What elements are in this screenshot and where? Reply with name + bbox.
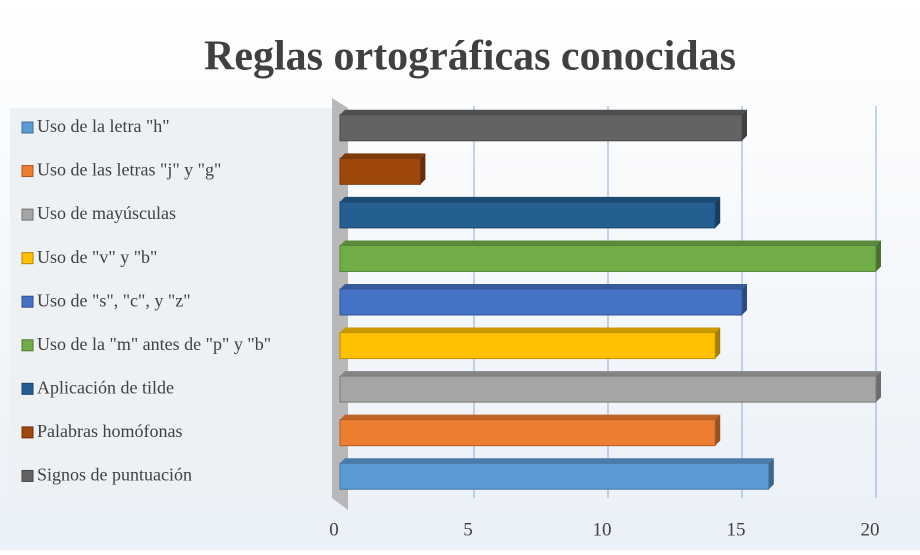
bar-top bbox=[340, 414, 721, 420]
legend-label: Uso de las letras "j" y "g" bbox=[37, 160, 221, 180]
x-tick-label: 10 bbox=[593, 519, 612, 540]
bar-top bbox=[340, 240, 881, 246]
bar-end bbox=[876, 371, 881, 403]
bar-top bbox=[340, 284, 747, 289]
bar bbox=[339, 244, 877, 272]
legend-swatch bbox=[21, 339, 34, 352]
legend-swatch bbox=[21, 165, 34, 178]
bar-top bbox=[340, 371, 881, 377]
legend-swatch bbox=[21, 208, 34, 221]
bar bbox=[339, 201, 716, 229]
x-tick-label: 0 bbox=[329, 519, 339, 540]
legend-swatch bbox=[21, 382, 34, 395]
legend-panel bbox=[10, 108, 332, 498]
bar bbox=[339, 375, 877, 403]
bar-end bbox=[768, 458, 774, 490]
bar-end bbox=[715, 414, 721, 446]
bar bbox=[339, 114, 743, 142]
legend-swatch bbox=[21, 469, 34, 482]
legend-label: Uso de "s", "c", y "z" bbox=[37, 290, 191, 310]
bar-end bbox=[715, 327, 721, 359]
bar-top bbox=[340, 458, 774, 464]
legend-label: Uso de la "m" antes de "p" y "b" bbox=[37, 334, 271, 354]
legend-label: Uso de la letra "h" bbox=[37, 116, 170, 136]
bar bbox=[339, 462, 770, 490]
bar bbox=[339, 288, 743, 316]
x-tick-label: 20 bbox=[861, 519, 880, 540]
legend-swatch bbox=[21, 252, 34, 265]
chart-title: Reglas ortográficas conocidas bbox=[204, 34, 736, 80]
bar-top bbox=[340, 153, 426, 159]
bar bbox=[339, 332, 716, 360]
bar-end bbox=[742, 284, 747, 315]
bar-end bbox=[715, 196, 721, 228]
bar-end bbox=[420, 153, 426, 185]
legend-label: Signos de puntuación bbox=[37, 465, 192, 485]
bar-end bbox=[742, 109, 747, 141]
legend-label: Uso de "v" y "b" bbox=[37, 247, 157, 267]
x-tick-label: 5 bbox=[463, 519, 473, 540]
legend-label: Uso de mayúsculas bbox=[37, 203, 176, 223]
bar-end bbox=[876, 240, 881, 272]
bar bbox=[339, 157, 421, 185]
x-tick-label: 15 bbox=[727, 519, 746, 540]
bar bbox=[339, 419, 716, 447]
bar-top bbox=[340, 109, 747, 115]
legend-label: Aplicación de tilde bbox=[37, 377, 174, 397]
legend-swatch bbox=[21, 426, 34, 439]
legend-swatch bbox=[21, 121, 34, 134]
legend-swatch bbox=[21, 295, 34, 308]
bar-top bbox=[340, 196, 721, 202]
bar-top bbox=[340, 327, 721, 333]
legend-label: Palabras homófonas bbox=[37, 421, 182, 441]
